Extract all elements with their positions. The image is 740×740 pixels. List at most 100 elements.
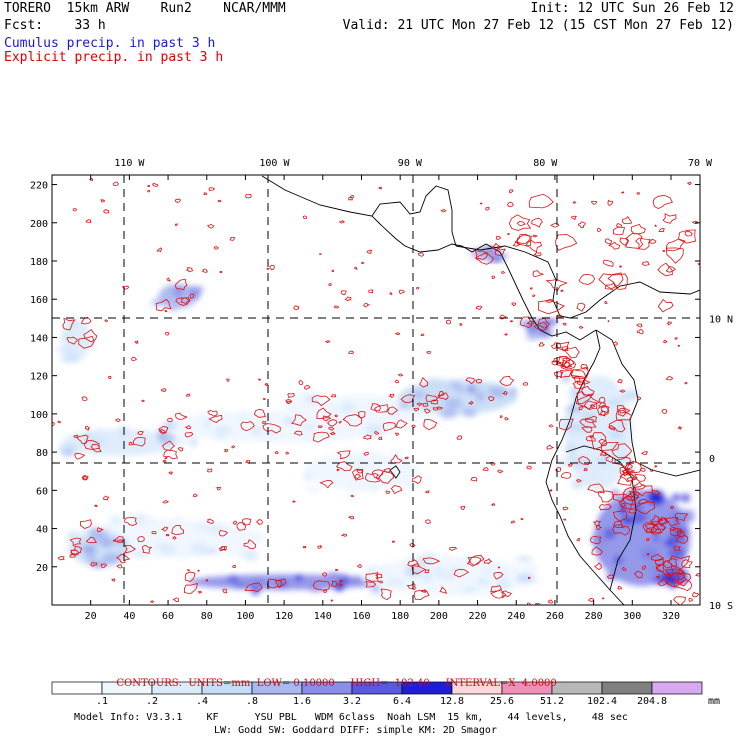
explicit-contour bbox=[501, 390, 508, 396]
explicit-contour bbox=[585, 435, 596, 442]
explicit-contour bbox=[692, 591, 700, 598]
explicit-contour bbox=[330, 394, 337, 398]
explicit-contour bbox=[197, 569, 200, 572]
cumulus-cell bbox=[302, 471, 312, 481]
explicit-contour bbox=[661, 409, 668, 414]
explicit-contour bbox=[533, 251, 542, 257]
y-tick-label: 80 bbox=[36, 448, 48, 459]
explicit-contour bbox=[439, 586, 448, 594]
explicit-contour bbox=[508, 189, 514, 194]
x-tick-label: 180 bbox=[391, 611, 409, 622]
cumulus-cell bbox=[162, 420, 176, 432]
explicit-contour bbox=[404, 456, 409, 460]
explicit-contour bbox=[322, 572, 328, 577]
explicit-contour bbox=[538, 342, 545, 347]
cumulus-cell bbox=[496, 571, 507, 579]
cumulus-cell bbox=[228, 553, 246, 559]
cumulus-cell bbox=[525, 563, 540, 572]
explicit-contour bbox=[468, 554, 485, 566]
explicit-contour bbox=[499, 415, 503, 419]
explicit-contour bbox=[425, 394, 439, 403]
cumulus-cell bbox=[367, 591, 388, 596]
explicit-contour bbox=[430, 399, 439, 405]
cumulus-cell bbox=[55, 347, 73, 352]
cumulus-cell bbox=[212, 526, 226, 532]
cumulus-cell bbox=[439, 408, 458, 419]
explicit-contour bbox=[663, 516, 680, 527]
explicit-contour bbox=[677, 528, 683, 533]
explicit-contour bbox=[274, 578, 287, 588]
explicit-contour bbox=[437, 391, 445, 397]
explicit-contour bbox=[588, 597, 595, 603]
contour-high: HIGH= 102.40 bbox=[350, 678, 430, 689]
explicit-contour bbox=[560, 369, 573, 379]
coastline-south-america-west bbox=[545, 329, 625, 605]
cumulus-cell bbox=[667, 533, 686, 544]
cumulus-cell bbox=[526, 327, 538, 332]
explicit-contour bbox=[66, 336, 79, 345]
explicit-contour bbox=[240, 421, 255, 432]
x-tick-label: 220 bbox=[469, 611, 487, 622]
cumulus-cell bbox=[431, 566, 445, 575]
cumulus-cell bbox=[227, 575, 240, 583]
cumulus-cell bbox=[495, 578, 512, 591]
explicit-contour bbox=[600, 441, 619, 452]
y-tick-label: 100 bbox=[30, 410, 48, 421]
x-tick-label: 320 bbox=[662, 611, 680, 622]
explicit-contour bbox=[222, 588, 228, 594]
explicit-contour bbox=[89, 562, 98, 567]
explicit-contour bbox=[575, 479, 582, 483]
explicit-contour bbox=[113, 181, 119, 187]
explicit-contour bbox=[537, 299, 565, 315]
explicit-contour bbox=[100, 199, 105, 203]
explicit-contour bbox=[681, 559, 693, 569]
contour-interval: INTERVAL=X 4.0000 bbox=[445, 678, 557, 689]
explicit-contour bbox=[192, 493, 198, 498]
x-tick-label: 60 bbox=[162, 611, 174, 622]
explicit-contour bbox=[425, 490, 430, 494]
explicit-contour bbox=[184, 582, 199, 595]
explicit-contour bbox=[317, 425, 323, 429]
explicit-contour bbox=[81, 396, 88, 401]
explicit-contour bbox=[633, 484, 653, 497]
explicit-contour bbox=[171, 524, 185, 535]
cumulus-cell bbox=[382, 471, 398, 484]
explicit-contour bbox=[577, 221, 586, 229]
explicit-contour bbox=[475, 379, 483, 384]
explicit-contour bbox=[578, 273, 596, 285]
cumulus-cell bbox=[494, 391, 504, 399]
explicit-contour bbox=[398, 289, 406, 295]
explicit-contour bbox=[673, 596, 686, 605]
cumulus-cell bbox=[277, 580, 288, 587]
colorbar-unit: mm bbox=[708, 696, 720, 707]
header-init-time: Init: 12 UTC Sun 26 Feb 12 bbox=[530, 1, 735, 16]
cumulus-cell bbox=[97, 442, 114, 448]
explicit-contour bbox=[160, 526, 169, 532]
explicit-contour bbox=[657, 262, 673, 277]
colorbar-swatch bbox=[51, 681, 103, 695]
explicit-contour bbox=[494, 247, 506, 257]
cumulus-cell bbox=[424, 378, 445, 389]
explicit-contour bbox=[578, 406, 584, 411]
cumulus-cell bbox=[565, 405, 583, 413]
explicit-contour bbox=[617, 379, 623, 384]
explicit-contour bbox=[373, 404, 389, 413]
explicit-contour bbox=[232, 520, 238, 525]
cumulus-cell bbox=[467, 384, 477, 392]
explicit-contour bbox=[245, 193, 252, 199]
cumulus-cell bbox=[65, 332, 77, 338]
explicit-contour bbox=[470, 476, 478, 482]
explicit-contour bbox=[449, 546, 458, 551]
explicit-contour bbox=[577, 394, 601, 410]
explicit-contour bbox=[605, 455, 614, 463]
cumulus-cell bbox=[449, 382, 462, 388]
cumulus-cell bbox=[526, 331, 541, 341]
explicit-contour bbox=[649, 515, 664, 525]
explicit-contour bbox=[243, 539, 257, 550]
lat-lon-grid bbox=[52, 175, 700, 605]
explicit-contour bbox=[619, 237, 630, 246]
cumulus-cell bbox=[303, 393, 319, 405]
explicit-contour bbox=[583, 400, 598, 410]
cumulus-cell bbox=[564, 411, 572, 423]
cumulus-cell bbox=[359, 453, 376, 466]
